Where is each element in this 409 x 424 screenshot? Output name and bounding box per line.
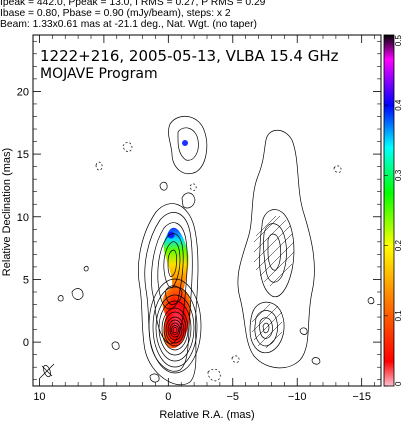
north-contours — [168, 116, 208, 209]
header-line-2: Ibase = 0.80, Pbase = 0.90 (mJy/beam), s… — [0, 8, 231, 19]
axis-ticks: 10 5 0 −5 −10 −15 0 5 10 15 20 — [17, 35, 381, 403]
header-line-1: Ipeak = 442.0, Ppeak = 13.0, I RMS = 0.2… — [0, 0, 266, 8]
x-tick-label: 10 — [33, 391, 45, 403]
colorbar-ticks: 0 0.1 0.2 0.3 0.4 0.5 — [384, 34, 403, 387]
west-contours — [237, 129, 315, 369]
y-tick-label: 15 — [17, 149, 29, 161]
colorbar-tick-label: 0.3 — [394, 169, 403, 181]
y-tick-label: 5 — [23, 274, 29, 286]
contour-layer — [39, 116, 375, 386]
y-tick-label: 0 — [23, 337, 29, 349]
chart-subtitle: MOJAVE Program — [40, 66, 158, 82]
x-axis-label: Relative R.A. (mas) — [159, 409, 254, 421]
x-tick-label: 5 — [101, 391, 107, 403]
beam-marker — [39, 363, 55, 379]
plot-frame — [32, 34, 382, 387]
colorbar-tick-label: 0.4 — [394, 99, 403, 111]
header-line-3: Beam: 1.33x0.61 mas at -21.1 deg., Nat. … — [0, 19, 257, 30]
x-tick-label: −15 — [352, 391, 371, 403]
chart-title: 1222+216, 2005-05-13, VLBA 15.4 GHz — [40, 47, 339, 65]
noise-contours — [57, 142, 375, 383]
colorbar — [383, 34, 395, 387]
x-tick-label: −10 — [288, 391, 307, 403]
polarization-speck — [167, 231, 175, 239]
y-axis-label: Relative Declination (mas) — [1, 148, 13, 276]
y-tick-label: 20 — [17, 86, 29, 98]
x-tick-label: −5 — [227, 391, 240, 403]
polarization-speck — [182, 140, 188, 146]
west-hatching — [251, 215, 295, 349]
colorbar-tick-label: 0.5 — [394, 34, 403, 46]
jet-contours — [138, 203, 199, 386]
core-contours — [148, 278, 202, 374]
colorbar-tick-label: 0 — [394, 381, 403, 386]
colorbar-tick-label: 0.1 — [394, 310, 403, 322]
y-tick-label: 10 — [17, 212, 29, 224]
x-tick-label: 0 — [165, 391, 171, 403]
colorbar-tick-label: 0.2 — [394, 239, 403, 251]
